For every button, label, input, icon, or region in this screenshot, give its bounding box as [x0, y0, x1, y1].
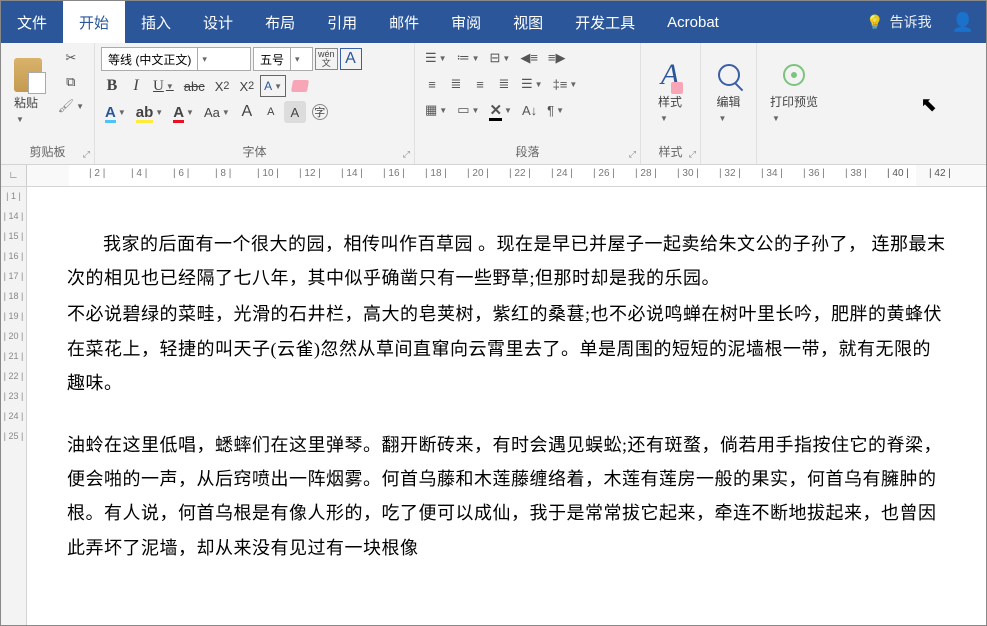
clipboard-label: 剪贴板: [29, 143, 65, 160]
tab-10[interactable]: Acrobat: [651, 1, 735, 43]
superscript-button[interactable]: X2: [235, 75, 258, 97]
font-name-combo[interactable]: 等线 (中文正文)▾: [101, 47, 251, 71]
clipboard-launcher-icon[interactable]: ⤢: [83, 149, 90, 160]
group-font: 等线 (中文正文)▾ 五号▾ wén 文 A B I U▼ abc X2 X2 …: [95, 43, 415, 164]
italic-button[interactable]: I: [125, 75, 147, 97]
paste-icon: [14, 58, 42, 92]
bulb-icon: 💡: [866, 14, 883, 31]
tell-me-button[interactable]: 💡告诉我: [866, 12, 931, 32]
paste-label: 粘贴: [14, 96, 38, 110]
copy-button[interactable]: ⧉: [54, 71, 88, 93]
increase-indent-button[interactable]: ≡▶: [544, 47, 570, 69]
styles-label: 样式: [658, 143, 682, 160]
eraser-button[interactable]: [288, 75, 312, 97]
tab-5[interactable]: 引用: [311, 1, 373, 43]
ribbon-tabs: 文件开始插入设计布局引用邮件审阅视图开发工具Acrobat 💡告诉我 👤: [1, 1, 986, 43]
styles-btn-label: 样式: [658, 95, 682, 109]
tab-2[interactable]: 插入: [125, 1, 187, 43]
magnifier-icon: [718, 64, 740, 86]
align-right-button[interactable]: ≡: [469, 73, 491, 95]
group-print-preview: 打印预览▼: [757, 43, 835, 164]
font-launcher-icon[interactable]: ⤢: [403, 149, 410, 160]
ruler-h-scale[interactable]: | 2 || 4 || 6 || 8 || 10 || 12 || 14 || …: [27, 165, 986, 186]
change-case-button[interactable]: Aa▼: [200, 101, 234, 123]
font-size-value: 五号: [254, 51, 290, 68]
paragraph-label: 段落: [515, 143, 539, 160]
group-styles: A 样式▼ 样式 ⤢: [641, 43, 701, 164]
eraser-icon: [291, 80, 309, 92]
text-effects2-button[interactable]: A▼: [101, 101, 130, 123]
grow-font-button[interactable]: A: [236, 101, 258, 123]
workspace: | 1 || 14 || 15 || 16 || 17 || 18 || 19 …: [1, 187, 986, 625]
paragraph-launcher-icon[interactable]: ⤢: [629, 149, 636, 160]
editing-btn-label: 编辑: [716, 95, 740, 109]
styles-button[interactable]: A 样式▼: [647, 47, 693, 135]
shrink-font-button[interactable]: A: [260, 101, 282, 123]
change-case-label: Aa: [204, 105, 220, 120]
text-effects-button[interactable]: A▼: [260, 75, 286, 97]
styles-icon: A: [661, 58, 679, 92]
tab-9[interactable]: 开发工具: [559, 1, 651, 43]
tab-3[interactable]: 设计: [187, 1, 249, 43]
bullets-button[interactable]: ☰▼: [421, 47, 451, 69]
show-marks-button[interactable]: ¶▼: [543, 99, 568, 121]
ruler-horizontal: ∟ | 2 || 4 || 6 || 8 || 10 || 12 || 14 |…: [1, 165, 986, 187]
ruler-corner: ∟: [1, 165, 27, 186]
tab-8[interactable]: 视图: [497, 1, 559, 43]
tab-7[interactable]: 审阅: [435, 1, 497, 43]
paste-button[interactable]: 粘贴▼: [7, 47, 50, 135]
shading-button[interactable]: ▦▼: [421, 99, 451, 121]
ruler-vertical[interactable]: | 1 || 14 || 15 || 16 || 17 || 18 || 19 …: [1, 187, 27, 625]
strike-button[interactable]: abc: [180, 75, 209, 97]
doc-paragraph[interactable]: 我家的后面有一个很大的园，相传叫作百草园 。现在是早已并屋子一起卖给朱文公的子孙…: [67, 227, 946, 295]
group-paragraph: ☰▼ ≔▼ ⊟▼ ◀≡ ≡▶ ≡ ≣ ≡ ≣ ☰▼ ‡≡▼ ▦▼ ▭▼ ✕▼ A…: [415, 43, 641, 164]
bold-button[interactable]: B: [101, 75, 123, 97]
char-border-button[interactable]: A: [340, 48, 362, 70]
ribbon: 粘贴▼ ✂ ⧉ 🖌▼ 剪贴板 ⤢ 等线 (中文正文)▾ 五号▾ wén 文 A …: [1, 43, 986, 165]
doc-paragraph[interactable]: 油蛉在这里低唱，蟋蟀们在这里弹琴。翻开断砖来，有时会遇见蜈蚣;还有斑蝥，倘若用手…: [67, 428, 946, 565]
format-painter-button[interactable]: 🖌▼: [54, 95, 88, 117]
tab-0[interactable]: 文件: [1, 1, 63, 43]
tab-4[interactable]: 布局: [249, 1, 311, 43]
font-name-value: 等线 (中文正文): [102, 51, 197, 68]
print-preview-label: 打印预览: [770, 95, 818, 109]
font-label: 字体: [242, 143, 266, 160]
borders-button[interactable]: ▭▼: [453, 99, 483, 121]
cut-button[interactable]: ✂: [54, 47, 88, 69]
cursor-icon: ⬉: [920, 92, 937, 117]
styles-launcher-icon[interactable]: ⤢: [689, 149, 696, 160]
tab-1[interactable]: 开始: [63, 1, 125, 43]
numbering-button[interactable]: ≔▼: [453, 47, 484, 69]
underline-button[interactable]: U▼: [149, 75, 178, 97]
justify-button[interactable]: ≣: [493, 73, 515, 95]
snap-button[interactable]: ✕▼: [485, 99, 516, 121]
doc-paragraph[interactable]: 不必说碧绿的菜畦，光滑的石井栏，高大的皂荚树，紫红的桑葚;也不必说鸣蝉在树叶里长…: [67, 297, 946, 400]
phonetic-guide-button[interactable]: wén 文: [315, 48, 338, 70]
multilevel-button[interactable]: ⊟▼: [486, 47, 515, 69]
document-page[interactable]: 我家的后面有一个很大的园，相传叫作百草园 。现在是早已并屋子一起卖给朱文公的子孙…: [27, 187, 986, 625]
tab-6[interactable]: 邮件: [373, 1, 435, 43]
group-editing: 编辑▼: [701, 43, 757, 164]
align-left-button[interactable]: ≡: [421, 73, 443, 95]
highlight-button[interactable]: ab▼: [132, 101, 167, 123]
font-color-button[interactable]: A▼: [169, 101, 198, 123]
distribute-button[interactable]: ☰▼: [517, 73, 547, 95]
line-spacing-button[interactable]: ‡≡▼: [549, 73, 582, 95]
decrease-indent-button[interactable]: ◀≡: [516, 47, 542, 69]
document-body[interactable]: 我家的后面有一个很大的园，相传叫作百草园 。现在是早已并屋子一起卖给朱文公的子孙…: [67, 227, 946, 565]
group-clipboard: 粘贴▼ ✂ ⧉ 🖌▼ 剪贴板 ⤢: [1, 43, 95, 164]
subscript-button[interactable]: X2: [211, 75, 234, 97]
char-shading-button[interactable]: A: [284, 101, 306, 123]
font-size-combo[interactable]: 五号▾: [253, 47, 313, 71]
sort-button[interactable]: A↓: [518, 99, 541, 121]
editing-button[interactable]: 编辑▼: [707, 47, 750, 135]
user-icon[interactable]: 👤: [952, 12, 974, 33]
align-center-button[interactable]: ≣: [445, 73, 467, 95]
enclose-char-button[interactable]: 字: [308, 101, 332, 123]
print-preview-button[interactable]: 打印预览▼: [763, 47, 825, 135]
preview-icon: [783, 64, 805, 86]
